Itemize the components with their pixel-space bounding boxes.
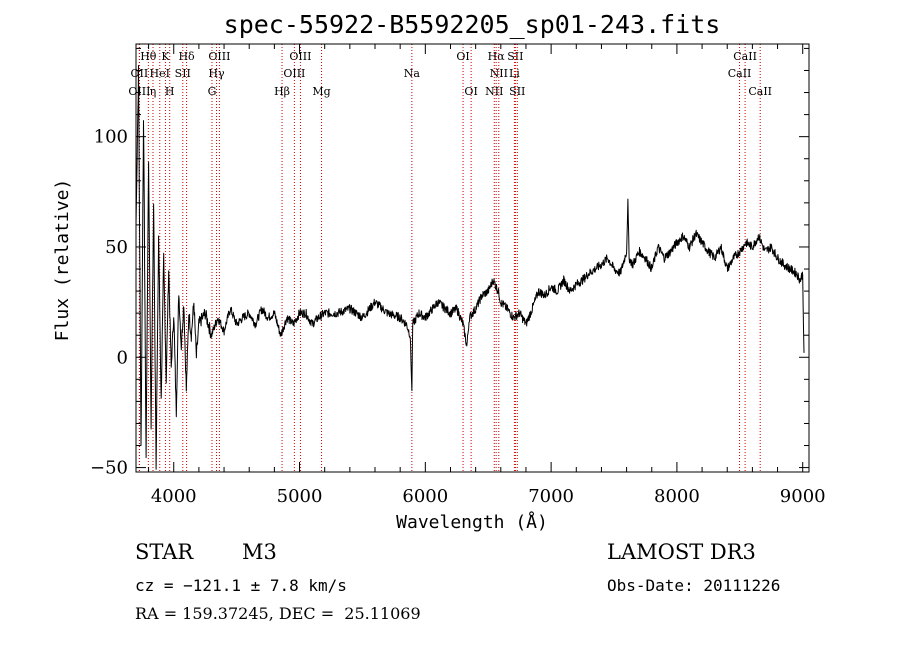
x-tick-label-3: 7000 [528,486,574,507]
marker-label-row1-7: SII [507,50,523,63]
marker-label-row2-8: CaII [728,67,752,80]
marker-label-row1-0: Hθ [140,50,157,63]
plot-line-group [135,65,805,470]
marker-label-row3-4: Hβ [274,85,290,98]
marker-label-row2-4: OIII [283,67,305,80]
marker-label-row1-4: OIII [289,50,311,63]
y-tick-label-1: 0 [117,347,128,368]
marker-label-row3-3: G [208,85,217,98]
marker-label-row2-1: HeI [150,67,170,80]
x-axis-label: Wavelength (Å) [396,511,548,533]
marker-label-row3-5: Mg [312,85,330,98]
marker-label-row3-1: η [150,85,157,98]
marker-label-row2-6: NII [490,67,508,80]
marker-label-row3-8: SII [509,85,525,98]
marker-label-row3-0: OIII [128,85,150,98]
marker-label-row1-1: K [161,50,170,63]
y-tick-label-3: 100 [94,127,128,148]
object-subclass: M3 [242,540,277,564]
coordinates: RA = 159.37245, DEC = 25.11069 [135,604,421,623]
marker-label-row3-2: H [165,85,175,98]
spectrum-line [135,65,805,470]
object-type: STAR [135,540,194,564]
marker-label-row1-3: OIII [208,50,230,63]
marker-label-row1-8: CaII [733,50,757,63]
x-tick-label-0: 4000 [151,486,197,507]
marker-label-row3-6: OI [464,85,477,98]
marker-label-row2-0: OII [131,67,149,80]
obs-date: Obs-Date: 20111226 [607,576,781,595]
plot-frame [135,43,810,473]
y-tick-label-2: 50 [105,237,128,258]
y-axis-label: Flux (relative) [52,179,73,342]
marker-label-row1-2: Hδ [178,50,195,63]
marker-label-row3-7: NII [485,85,503,98]
marker-label-row2-2: SII [175,67,191,80]
redshift-cz: cz = −121.1 ± 7.8 km/s [135,576,347,595]
chart-title: spec-55922-B5592205_sp01-243.fits [224,10,721,39]
x-tick-label-5: 9000 [780,486,826,507]
marker-label-row2-5: Na [404,67,421,80]
marker-label-row1-6: Hα [488,50,506,63]
axis-ticks: 4000 5000 6000 7000 8000 9000 −50 0 50 100 [90,44,826,507]
y-tick-label-0: −50 [90,458,128,479]
marker-label-row1-5: OI [456,50,469,63]
marker-label-row2-3: Hγ [208,67,225,80]
marker-label-row2-7: Li [509,67,520,80]
survey-name: LAMOST DR3 [607,540,756,564]
x-tick-label-4: 8000 [654,486,700,507]
marker-label-row3-9: CaII [748,85,772,98]
x-tick-label-1: 5000 [277,486,323,507]
x-tick-label-2: 6000 [402,486,448,507]
